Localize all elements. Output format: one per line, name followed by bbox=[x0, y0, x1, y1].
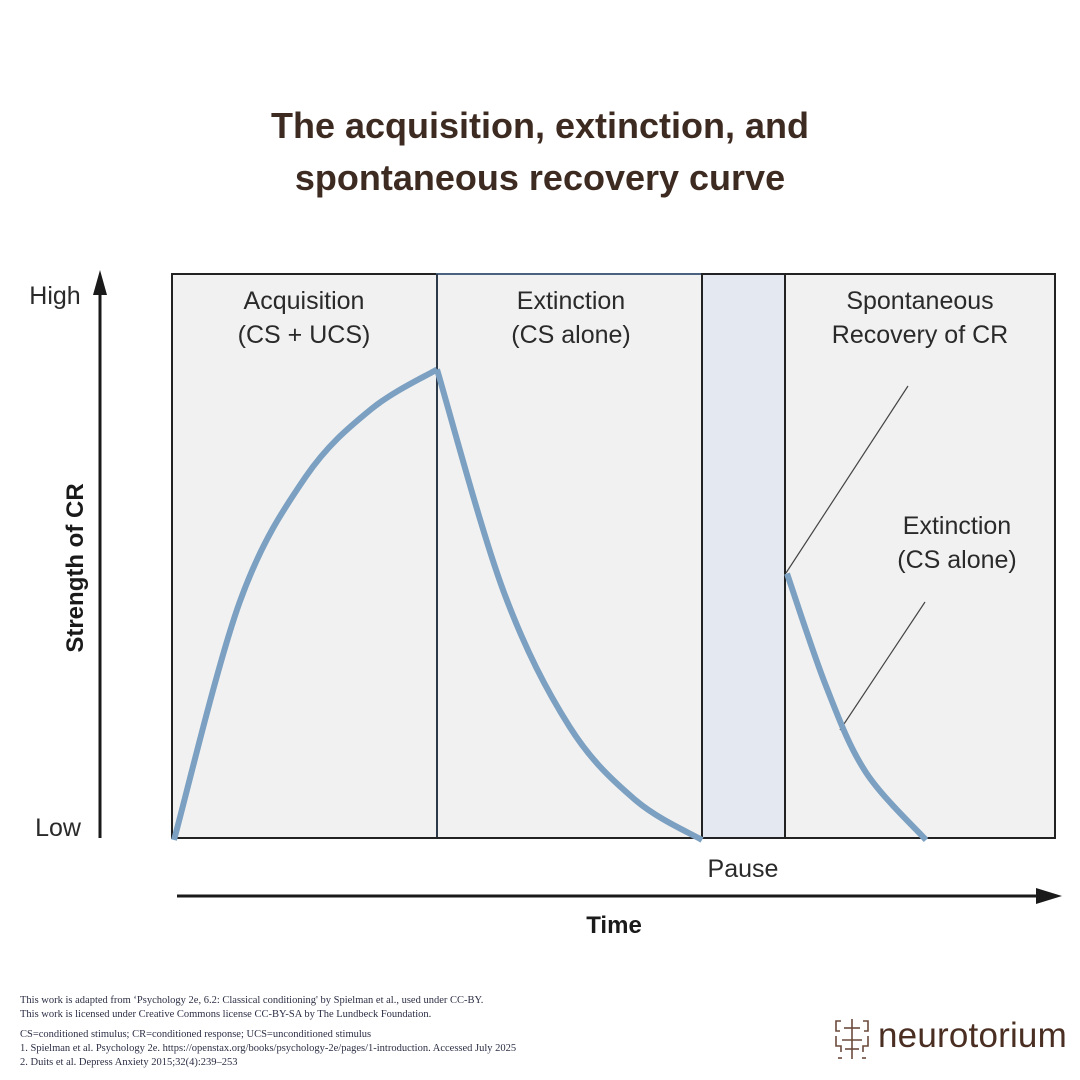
y-tick-high: High bbox=[29, 282, 80, 310]
y-axis-label: Strength of CR bbox=[62, 483, 89, 652]
x-axis-arrowhead bbox=[1036, 888, 1062, 904]
phase-sublabel-extinction: (CS alone) bbox=[511, 321, 631, 349]
attribution-line-1: This work is adapted from ‘Psychology 2e… bbox=[20, 995, 484, 1006]
brain-circuit-icon bbox=[835, 1019, 869, 1059]
phase-panel-extinction bbox=[436, 273, 703, 839]
curve-spontaneous-recovery-and-re-extinction bbox=[784, 572, 929, 843]
phase-sublabel-spontaneous: Recovery of CR bbox=[832, 321, 1008, 349]
reference-2: 2. Duits et al. Depress Anxiety 2015;32(… bbox=[20, 1057, 238, 1068]
y-axis-arrowhead bbox=[93, 270, 107, 295]
footer-references: CS=conditioned stimulus; CR=conditioned … bbox=[20, 1028, 516, 1070]
curve-extinction bbox=[434, 368, 704, 843]
annotation-extinction-sub: (CS alone) bbox=[897, 546, 1017, 574]
chart-title: The acquisition, extinction, and spontan… bbox=[0, 100, 1080, 204]
curve-acquisition bbox=[171, 366, 439, 841]
logo-text: neurotorium bbox=[878, 1016, 1067, 1055]
phase-label-spontaneous: Spontaneous bbox=[846, 287, 993, 315]
x-axis-label: Time bbox=[586, 912, 642, 939]
phase-panel-pause bbox=[701, 273, 786, 839]
abbreviations: CS=conditioned stimulus; CR=conditioned … bbox=[20, 1029, 372, 1040]
attribution-line-2: This work is licensed under Creative Com… bbox=[20, 1009, 432, 1020]
phase-sublabel-acquisition: (CS + UCS) bbox=[238, 321, 371, 349]
pause-label: Pause bbox=[708, 855, 779, 883]
annotation-leader-lower bbox=[839, 601, 926, 731]
annotation-extinction: Extinction bbox=[903, 512, 1011, 540]
title-line-1: The acquisition, extinction, and bbox=[270, 105, 810, 146]
footer-attribution: This work is adapted from ‘Psychology 2e… bbox=[20, 994, 483, 1022]
reference-1: 1. Spielman et al. Psychology 2e. https:… bbox=[20, 1043, 517, 1054]
phase-panel-acquisition bbox=[171, 273, 438, 839]
phase-label-extinction: Extinction bbox=[517, 287, 625, 315]
y-tick-low: Low bbox=[35, 814, 82, 842]
phase-label-acquisition: Acquisition bbox=[244, 287, 365, 315]
annotation-leader-upper bbox=[785, 385, 909, 574]
neurotorium-logo: neurotorium bbox=[832, 1016, 1067, 1062]
phase-panel-spontaneous-recovery bbox=[784, 273, 1056, 839]
title-line-2: spontaneous recovery curve bbox=[294, 157, 786, 198]
curve-group bbox=[171, 366, 929, 843]
